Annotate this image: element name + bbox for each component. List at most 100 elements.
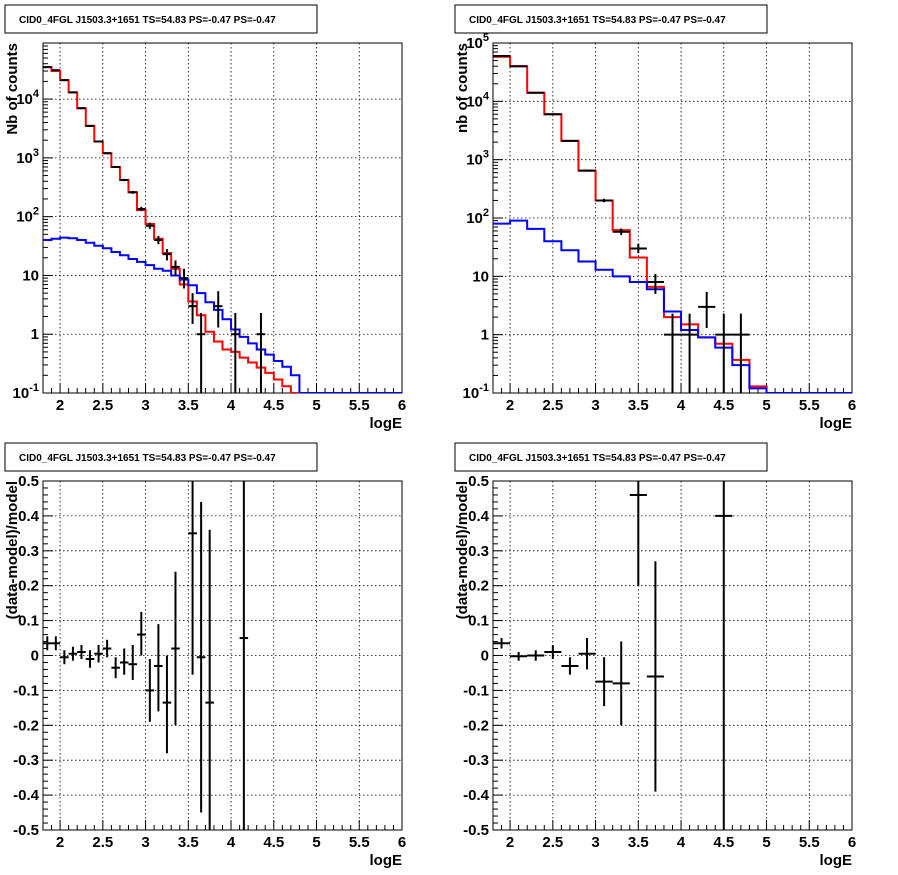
x-tick-label: 3: [591, 834, 599, 851]
data-point: [231, 312, 240, 393]
y-tick-label: 0: [481, 648, 489, 665]
x-tick-label: 4.5: [713, 834, 734, 851]
data-point: [612, 228, 630, 236]
data-point: [154, 235, 163, 245]
data-point: [128, 645, 138, 680]
data-point: [77, 645, 86, 659]
plot-data: [43, 66, 402, 393]
data-point: [85, 124, 95, 127]
y-tick-label: 1: [31, 326, 39, 343]
data-point: [493, 54, 511, 57]
y-tick-label: -0.4: [13, 787, 40, 804]
y-tick-label: 103: [16, 147, 39, 167]
data-point: [715, 481, 733, 830]
x-tick-label: 5.5: [349, 834, 370, 851]
data-point: [612, 641, 630, 726]
x-tick-label: 3: [591, 397, 599, 414]
y-tick-label: 10-1: [13, 382, 39, 402]
plot-data: [493, 481, 733, 830]
model-total-histogram: [43, 66, 402, 393]
x-tick-label: 4.5: [713, 397, 734, 414]
plot-data: [493, 54, 852, 393]
data-point: [154, 624, 163, 712]
x-axis-label: logE: [820, 852, 853, 869]
y-tick-label: -0.5: [463, 822, 489, 839]
data-point: [145, 658, 155, 722]
y-tick-label: -0.3: [463, 752, 489, 769]
data-point: [171, 260, 180, 276]
x-tick-label: 6: [398, 397, 406, 414]
x-tick-label: 2.5: [92, 397, 113, 414]
y-tick-label: -0.1: [463, 682, 489, 699]
x-tick-label: 2: [56, 834, 64, 851]
data-point: [646, 273, 664, 294]
y-tick-label: 0.1: [18, 613, 39, 630]
x-tick-label: 3.5: [178, 397, 199, 414]
data-point: [85, 650, 95, 668]
data-point: [510, 65, 528, 68]
x-tick-label: 5: [312, 834, 320, 851]
y-tick-label: 0: [31, 648, 39, 665]
chart-title: CID0_4FGL J1503.3+1651 TS=54.83 PS=-0.47…: [469, 453, 726, 464]
plot-frame: [42, 42, 403, 394]
y-tick-label: 1: [481, 327, 489, 344]
x-tick-label: 4: [227, 397, 236, 414]
x-tick-label: 4.5: [263, 834, 284, 851]
x-tick-label: 6: [848, 397, 856, 414]
x-tick-label: 2: [506, 834, 514, 851]
y-tick-label: 0.4: [18, 508, 40, 525]
x-tick-label: 3.5: [628, 397, 649, 414]
y-tick-label: 0.1: [468, 613, 489, 630]
x-tick-label: 4: [227, 834, 236, 851]
data-point: [493, 638, 511, 649]
data-point: [43, 66, 52, 69]
data-point: [578, 638, 596, 670]
data-point: [94, 645, 103, 663]
chart-panel-bottom-left: CID0_4FGL J1503.3+1651 TS=54.83 PS=-0.47…: [4, 442, 406, 869]
x-tick-label: 3.5: [628, 834, 649, 851]
y-tick-label: 0.5: [18, 473, 39, 490]
data-point: [137, 206, 146, 212]
data-point: [544, 113, 562, 116]
data-point: [561, 657, 579, 675]
data-point: [51, 636, 61, 651]
chart-panel-top-right: CID0_4FGL J1503.3+1651 TS=54.83 PS=-0.47…: [454, 4, 856, 432]
y-tick-label: -0.3: [13, 752, 39, 769]
x-tick-label: 2.5: [542, 397, 563, 414]
data-point: [111, 657, 120, 679]
data-point: [43, 636, 52, 651]
y-tick-label: 0.4: [468, 508, 490, 525]
data-point: [60, 79, 69, 82]
data-point: [119, 648, 129, 675]
y-tick-label: 0.2: [468, 578, 489, 595]
data-point: [510, 652, 528, 661]
x-tick-label: 2.5: [542, 834, 563, 851]
data-point: [179, 268, 189, 289]
chart-title: CID0_4FGL J1503.3+1651 TS=54.83 PS=-0.47…: [19, 453, 276, 464]
x-tick-label: 2.5: [92, 834, 113, 851]
data-point: [145, 222, 155, 229]
y-tick-label: 10-1: [463, 382, 489, 402]
data-point: [102, 639, 112, 658]
chart-panel-top-left: CID0_4FGL J1503.3+1651 TS=54.83 PS=-0.47…: [4, 4, 406, 432]
chart-title: CID0_4FGL J1503.3+1651 TS=54.83 PS=-0.47…: [19, 15, 276, 26]
data-point: [102, 152, 112, 155]
x-tick-label: 5.5: [349, 397, 370, 414]
data-point: [527, 91, 545, 94]
x-tick-label: 2: [506, 397, 514, 414]
y-tick-label: 0.5: [468, 473, 489, 490]
y-axis-label: (data-model)/model: [4, 481, 21, 619]
data-point: [119, 178, 129, 182]
chart-title-box: [4, 4, 318, 34]
y-tick-label: 102: [466, 207, 489, 227]
y-tick-label: 0.3: [468, 543, 489, 560]
x-axis-label: logE: [370, 415, 403, 432]
chart-title-box: [454, 442, 768, 472]
x-tick-label: 2: [56, 397, 64, 414]
data-point: [188, 481, 197, 675]
data-point: [205, 529, 214, 830]
chart-panel-bottom-right: CID0_4FGL J1503.3+1651 TS=54.83 PS=-0.47…: [454, 442, 856, 869]
x-tick-label: 4.5: [263, 397, 284, 414]
x-tick-label: 5: [762, 834, 770, 851]
data-point: [561, 139, 579, 142]
